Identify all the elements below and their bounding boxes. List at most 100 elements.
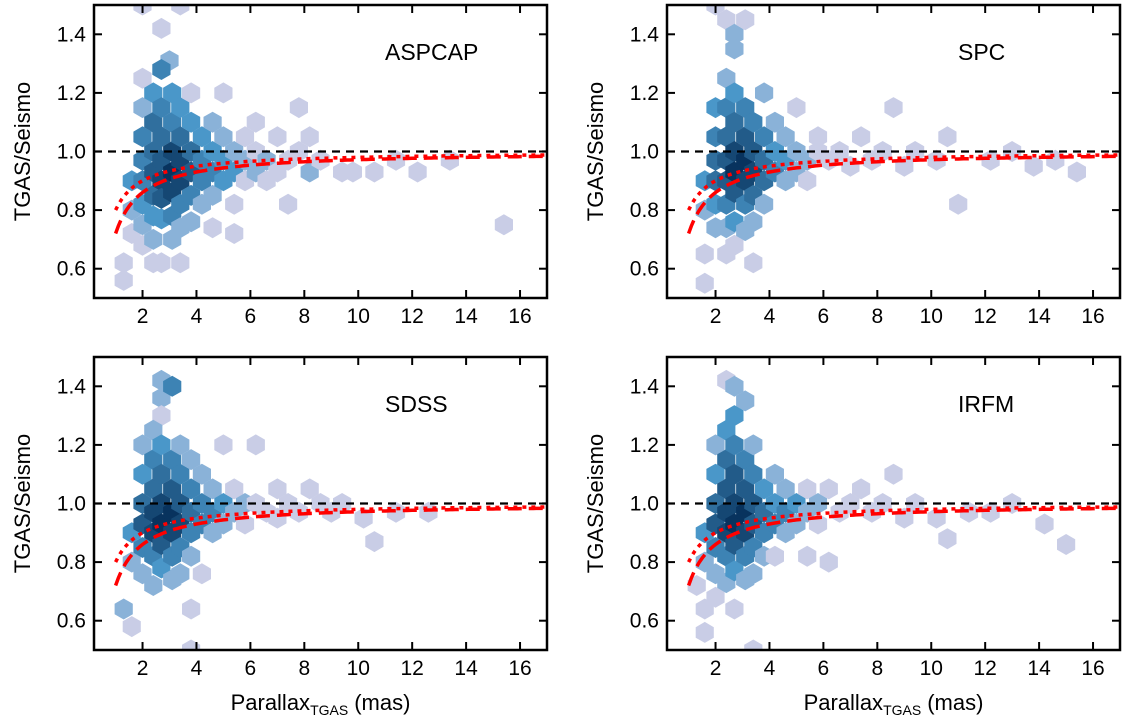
hexbin [852,478,871,500]
y-tick-label: 0.8 [630,199,659,222]
plot-area [94,5,547,291]
panel-label: ASPCAP [385,39,478,65]
hexbin [744,434,763,456]
x-axis-title-main: Parallax [804,690,883,715]
hexbin [163,375,182,397]
hexbin [182,82,201,104]
x-tick-label: 10 [920,657,943,680]
x-axis-title-subscript: TGAS [883,702,921,718]
hexbin [717,126,736,148]
x-tick-label: 16 [1081,305,1104,328]
hexbin [133,97,152,119]
x-axis-title-subscript: TGAS [310,702,348,718]
x-tick-label: 16 [1081,657,1104,680]
hexbin [1024,155,1043,177]
hexbin [776,478,795,500]
hexbin [152,405,171,427]
x-tick-label: 6 [245,657,257,680]
hexbin [981,149,1000,171]
hexbin [717,478,736,500]
hexbin [133,463,152,485]
hexbin [744,252,763,274]
hexbin [736,449,755,471]
x-tick-label: 2 [137,657,149,680]
hexbin [225,193,244,215]
hexbin [182,545,201,567]
x-axis-title-unit: (mas) [354,690,410,715]
hexbin [744,111,763,133]
x-tick-label: 14 [1027,657,1051,680]
x-tick-label: 8 [871,657,883,680]
hexbin [725,82,744,104]
hexbin [182,478,201,500]
hexbin [152,126,171,148]
x-tick-label: 4 [764,657,776,680]
hexbin [365,531,384,553]
x-tick-label: 14 [454,657,478,680]
hexbin [279,193,298,215]
hexbin [717,97,736,119]
hexbin [1057,534,1076,555]
x-tick-label: 6 [245,305,257,328]
model-curve-dashed [113,154,547,235]
y-tick-label: 0.8 [57,551,86,574]
x-tick-label: 8 [871,305,883,328]
hexbin [884,463,903,485]
hexbin [717,419,736,441]
hexbin [192,463,211,485]
hexbin [163,111,182,133]
hexbin [755,478,774,500]
y-tick-label: 0.6 [57,610,86,633]
hexbin [386,501,406,523]
hexbin [203,184,222,206]
hexbin [798,545,817,567]
x-tick-label: 12 [400,305,423,328]
hexbin [214,434,233,456]
y-tick-label: 1.0 [57,493,86,516]
x-tick-label: 10 [920,305,943,328]
x-axis-title: ParallaxTGAS (mas) [804,690,984,718]
hexbin [725,234,744,256]
hexbin [343,161,362,183]
hexbin [808,493,828,514]
hexbin [765,463,784,485]
hexbin [706,463,725,485]
hexbin [144,228,163,250]
x-tick-label: 2 [710,305,722,328]
hexbin [144,82,163,104]
hexbin [333,493,352,514]
hexbin [203,478,222,500]
panel-aspcap: 2 4 6 8 10 12 14 16 0.6 0.8 1.0 1.2 1.4 TGAS/Seismo AS… [10,3,549,328]
hexbin [765,111,784,133]
hexbin [695,243,714,265]
hexbin [152,463,171,485]
hexbin [300,126,319,148]
y-tick-label: 1.0 [630,493,659,516]
hexbin [182,211,201,233]
x-tick-label: 4 [191,657,203,680]
hexbin [114,252,133,274]
hexbin [725,598,744,620]
hexbin [744,463,763,485]
hexbin [798,478,817,500]
hexbin [695,272,714,294]
y-axis-title: TGAS/Seismo [583,82,608,221]
hexbin [717,9,736,31]
model-curve-dashed [686,154,1120,235]
x-tick-label: 10 [347,305,370,328]
hexbin [787,97,806,119]
y-tick-label: 1.2 [57,82,86,105]
hexbin [717,449,736,471]
hexbin [152,59,171,80]
x-tick-label: 4 [764,305,776,328]
plot-area [667,369,1120,650]
hexbin [152,97,171,119]
hexbin [133,126,152,148]
hexbin [144,575,163,596]
hexbin [981,501,1000,523]
hexbin [852,126,871,148]
x-tick-label: 16 [508,305,531,328]
hexbin [494,214,513,236]
hexbin [938,528,957,550]
hexbin [163,82,182,104]
